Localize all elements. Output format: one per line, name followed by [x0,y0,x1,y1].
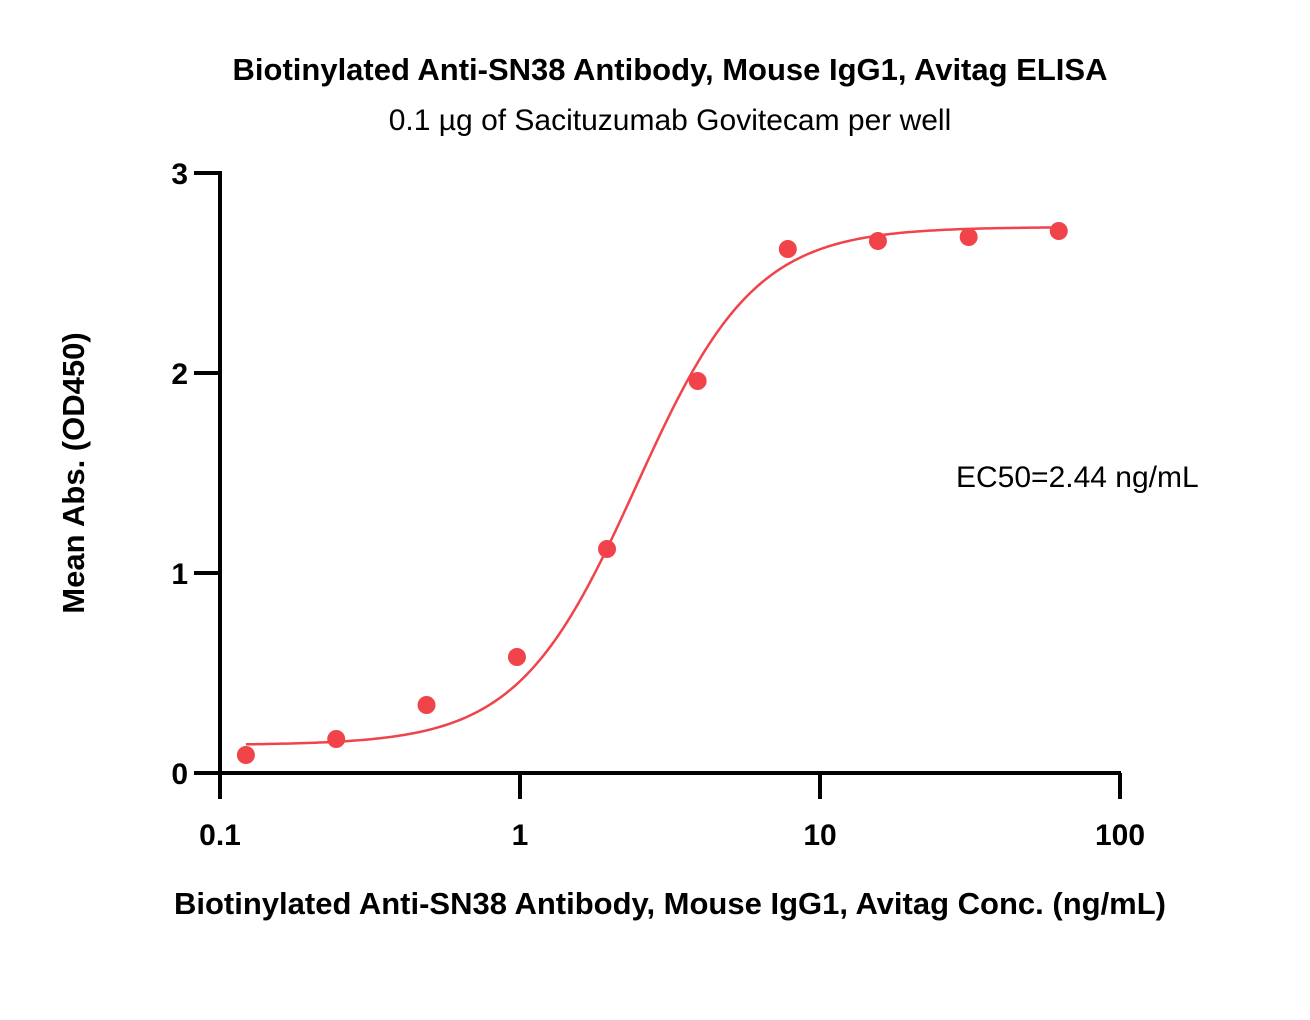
chart-title: Biotinylated Anti-SN38 Antibody, Mouse I… [233,52,1108,87]
data-point [868,232,887,250]
x-tick-label: 0.1 [199,819,241,852]
data-point [959,228,978,246]
data-point [1049,222,1068,240]
plot-area [236,222,1068,764]
data-point [778,240,797,258]
data-point [507,648,526,666]
chart-subtitle: 0.1 µg of Sacituzumab Govitecam per well [389,104,952,137]
x-axis-title: Biotinylated Anti-SN38 Antibody, Mouse I… [174,886,1166,921]
data-point [236,746,255,764]
y-axis-title: Mean Abs. (OD450) [56,332,91,613]
y-ticks: 0 1 2 3 [171,158,220,791]
y-tick-label: 1 [171,558,188,591]
x-tick-label: 1 [512,819,529,852]
data-points [236,222,1068,764]
data-point [417,696,436,714]
fit-curve [245,226,1059,746]
x-tick-label: 100 [1095,819,1145,852]
x-tick-label: 10 [803,819,836,852]
data-point [327,730,346,748]
y-tick-label: 2 [171,358,188,391]
ec50-annotation: EC50=2.44 ng/mL [956,461,1199,494]
y-tick-label: 3 [171,158,188,191]
x-ticks: 0.1 1 10 100 [199,773,1145,852]
y-tick-label: 0 [171,758,188,791]
data-point [598,540,617,558]
data-point [688,372,707,390]
